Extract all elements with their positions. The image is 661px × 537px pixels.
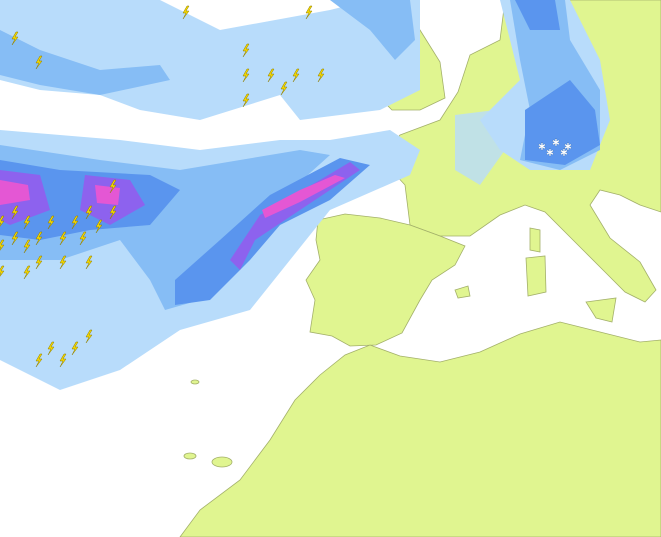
- land-sicily: [585, 297, 617, 323]
- lightning-icon: [85, 205, 93, 220]
- land-africa: [179, 321, 661, 537]
- precipitation-area-extreme: [95, 185, 120, 205]
- lightning-icon: [23, 239, 31, 254]
- snowflake-icon: ✱: [546, 148, 554, 159]
- lightning-icon: [0, 215, 5, 227]
- lightning-icon: [23, 265, 31, 280]
- lightning-icon: [59, 255, 67, 270]
- lightning-icon: [95, 219, 103, 234]
- lightning-icon: [109, 205, 117, 220]
- precipitation-area-very-heavy: [230, 162, 360, 270]
- land-balearics: [454, 285, 471, 299]
- precipitation-layer: [0, 0, 610, 390]
- lightning-icon: [0, 265, 5, 277]
- precipitation-area-extreme: [262, 175, 345, 218]
- lightning-icon: [267, 68, 275, 83]
- lightning-icon: [242, 68, 250, 83]
- lightning-icon: [11, 231, 19, 246]
- lightning-icon: [280, 81, 288, 96]
- land-corsica: [529, 227, 541, 253]
- lightning-icon: [47, 341, 55, 356]
- lightning-icon: [35, 353, 43, 368]
- land-canary-islands: [211, 456, 233, 468]
- lightning-icon: [71, 215, 79, 230]
- land-canary-islands: [183, 452, 197, 460]
- lightning-icon: [292, 68, 300, 83]
- lightning-icon: [11, 205, 19, 220]
- lightning-icon: [242, 43, 250, 58]
- lightning-icon: [59, 353, 67, 368]
- snowflake-icon: ✱: [538, 142, 546, 153]
- lightning-icon: [23, 215, 31, 230]
- lightning-icon: [35, 55, 43, 70]
- land-iberia: [305, 213, 466, 347]
- lightning-icon: [11, 31, 19, 46]
- lightning-icon: [182, 5, 190, 20]
- lightning-icon: [35, 231, 43, 246]
- lightning-icon: [305, 5, 313, 20]
- lightning-icon: [47, 215, 55, 230]
- precipitation-area-light: [455, 110, 505, 185]
- lightning-icon: [109, 179, 117, 194]
- precipitation-area-heavy: [525, 80, 600, 165]
- weather-icons-layer: ✱ ✱ ✱✱ ✱: [0, 5, 572, 368]
- snowflake-icon: ✱: [564, 142, 572, 153]
- lightning-icon: [317, 68, 325, 83]
- snowflake-icon: ✱: [560, 148, 568, 159]
- precipitation-area-moderate: [330, 0, 415, 60]
- land-madeira: [190, 379, 200, 385]
- lightning-icon: [59, 231, 67, 246]
- lightning-icon: [85, 255, 93, 270]
- lightning-icon: [35, 255, 43, 270]
- precipitation-area-heavy: [515, 0, 560, 30]
- precipitation-area-moderate: [0, 30, 170, 95]
- lightning-icon: [242, 93, 250, 108]
- lightning-icon: [85, 329, 93, 344]
- land-sardinia: [525, 255, 547, 297]
- snowflake-icon: ✱: [552, 138, 560, 149]
- lightning-icon: [0, 239, 5, 251]
- lightning-icon: [71, 341, 79, 356]
- precipitation-area-extreme: [0, 180, 30, 205]
- lightning-icon: [79, 231, 87, 246]
